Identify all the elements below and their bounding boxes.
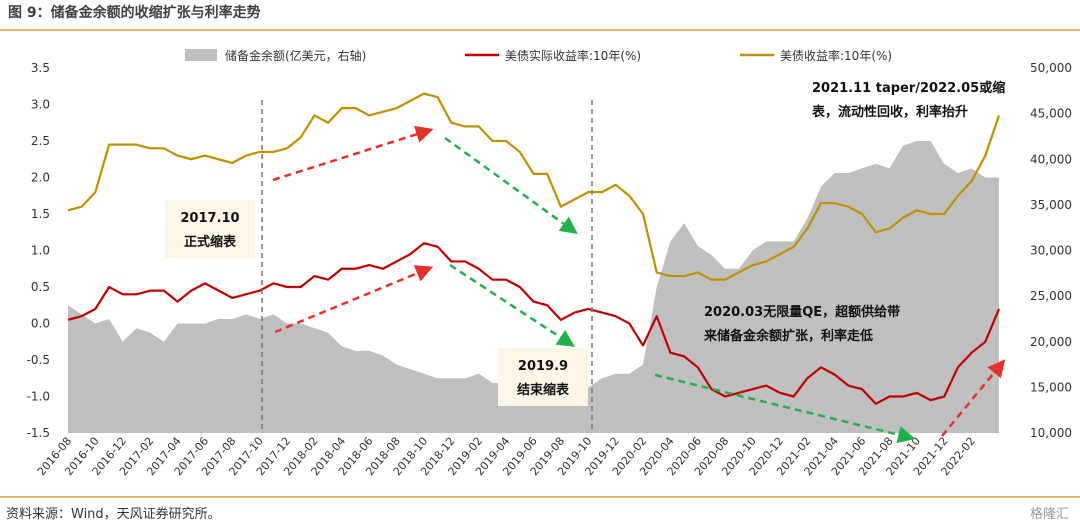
- y-tick-label: -0.5: [27, 353, 50, 367]
- annotation: 来储备金余额扩张，利率走低: [703, 328, 873, 344]
- y-tick-label: 1.5: [31, 207, 50, 221]
- y-tick-label: 0.0: [31, 317, 50, 331]
- legend-label: 美债实际收益率:10年(%): [505, 48, 641, 63]
- annotation: 2017.10: [180, 211, 239, 226]
- annotations: 2017.10 正式缩表 2019.9 结束缩表 2020.03无限量QE，超额…: [165, 80, 1006, 444]
- arrow: [941, 359, 1006, 437]
- plot: -1.5 -1.0 -0.5 0.0 0.5 1.0 1.5 2.0 2.5 3.0 3.5 10,0…: [27, 48, 1072, 478]
- arrow: [449, 263, 575, 347]
- y2-tick-label: 10,000: [1030, 426, 1072, 440]
- annotation: 表，流动性回收，利率抬升: [811, 104, 968, 120]
- annotation: 2021.11 taper/2022.05或缩: [812, 80, 1005, 96]
- note-box: [165, 200, 255, 258]
- arrow: [272, 125, 434, 182]
- annotation: 正式缩表: [184, 234, 237, 250]
- y2-tick-label: 45,000: [1030, 107, 1072, 121]
- y2-tick-label: 30,000: [1030, 244, 1072, 258]
- arrow: [444, 136, 578, 235]
- arrow: [654, 373, 916, 444]
- annotation: 2019.9: [518, 359, 568, 374]
- legend-label: 美债收益率:10年(%): [780, 48, 892, 63]
- legend-swatch: [185, 49, 217, 61]
- y-tick-label: 3.5: [31, 61, 50, 75]
- area: [68, 141, 999, 433]
- y-tick-label: 2.5: [31, 134, 50, 148]
- y-tick-label: -1.5: [27, 426, 50, 440]
- watermark: 格隆汇: [1030, 506, 1069, 522]
- y-tick-label: -1.0: [27, 390, 50, 404]
- chart-title: 图 9：储备金余额的收缩扩张与利率走势: [8, 4, 261, 21]
- note-box: [498, 348, 588, 406]
- y-tick-label: 2.0: [31, 171, 50, 185]
- line: [67, 242, 1001, 405]
- y2-tick-label: 25,000: [1030, 289, 1072, 303]
- source: 资料来源：Wind，天风证券研究所。: [6, 506, 221, 522]
- annotation: 2020.03无限量QE，超额供给带: [704, 304, 900, 320]
- y-tick-label: 0.5: [31, 280, 50, 294]
- y2-tick-label: 40,000: [1030, 152, 1072, 166]
- y-tick-label: 3.0: [31, 98, 50, 112]
- y-tick-label: 1.0: [31, 244, 50, 258]
- legend-label: 储备金余额(亿美元，右轴): [225, 48, 366, 63]
- y2-tick-label: 15,000: [1030, 380, 1072, 394]
- y2-tick-label: 20,000: [1030, 335, 1072, 349]
- line: [67, 92, 1001, 281]
- y2-tick-label: 50,000: [1030, 61, 1072, 75]
- annotation: 结束缩表: [517, 382, 570, 398]
- arrow: [274, 265, 434, 334]
- y2-tick-label: 35,000: [1030, 198, 1072, 212]
